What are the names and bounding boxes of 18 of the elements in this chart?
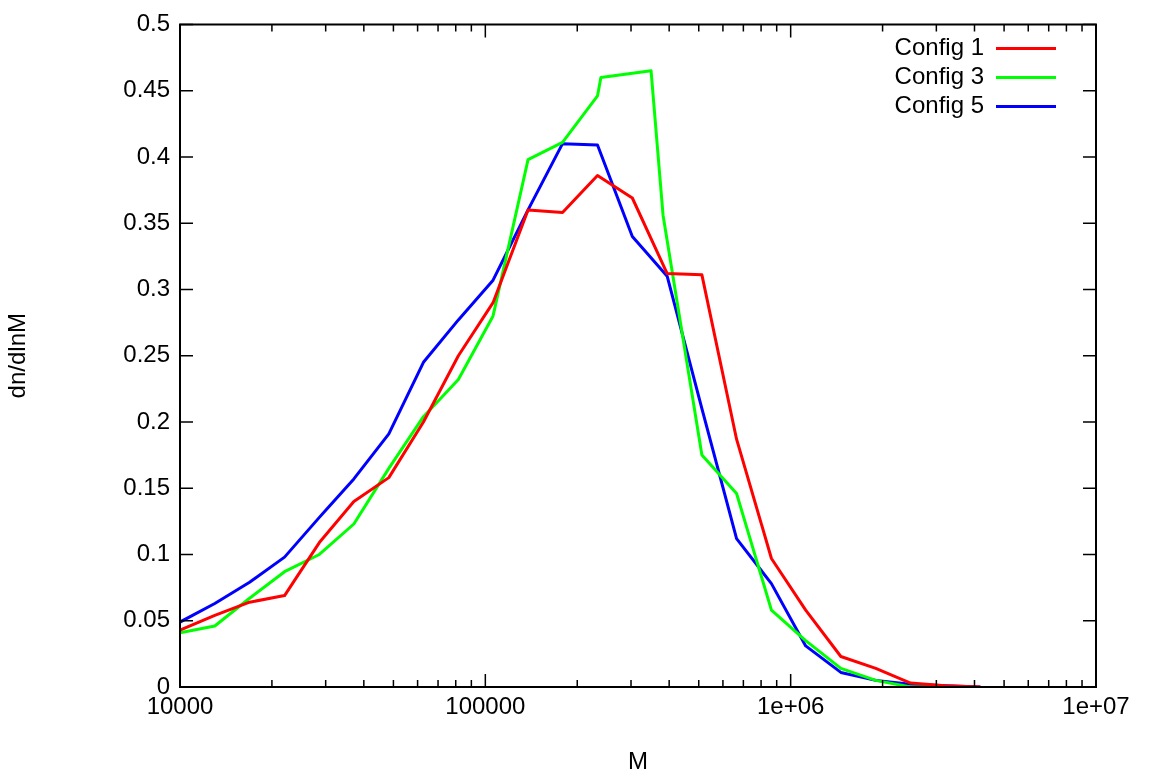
y-axis-title: dn/dlnM	[3, 313, 31, 399]
legend-label: Config 5	[894, 91, 984, 119]
y-tick-label: 0.45	[123, 75, 170, 103]
y-tick-label: 0.05	[123, 605, 170, 633]
x-tick-label: 100000	[445, 692, 526, 720]
y-tick-label: 0.3	[136, 274, 170, 302]
y-tick-label: 0.15	[123, 472, 170, 500]
y-tick-label: 0.2	[136, 406, 170, 434]
x-tick-label: 1e+07	[1062, 692, 1130, 720]
y-tick-label: 0.5	[136, 9, 170, 37]
x-axis-title: M	[628, 747, 648, 775]
y-tick-label: 0.1	[136, 539, 170, 567]
y-tick-label: 0.25	[123, 340, 170, 368]
legend-label: Config 3	[894, 62, 984, 90]
y-tick-label: 0.35	[123, 207, 170, 235]
legend-label: Config 1	[894, 33, 984, 61]
x-tick-label: 1e+06	[756, 692, 825, 720]
y-tick-label: 0.4	[136, 141, 170, 169]
